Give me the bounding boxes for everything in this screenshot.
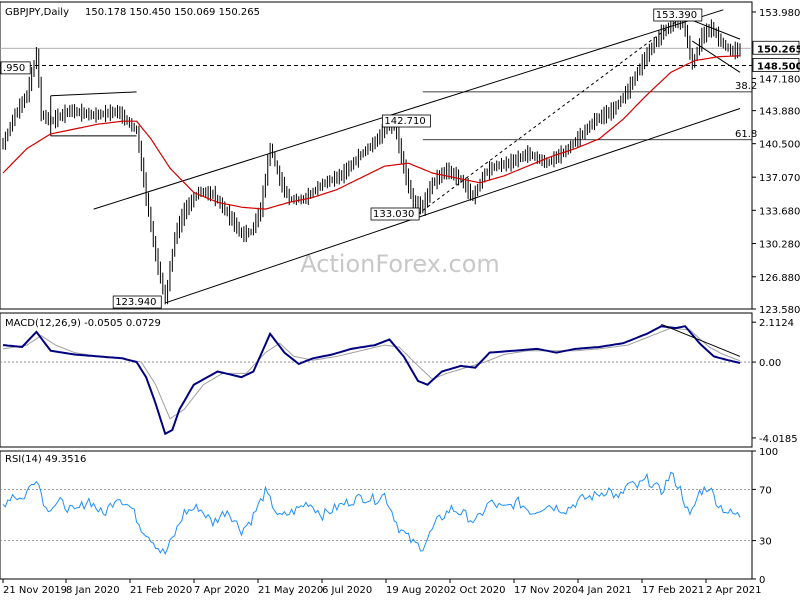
price-ytick-8: 130.280 [759,240,800,251]
current-price-tag [752,40,800,55]
annotation-label-0: .950 [3,63,25,74]
annotation-box-1 [112,295,162,309]
symbol-title: GBPJPY,Daily [5,7,69,18]
rsi-ytick-0: 100 [759,447,778,458]
price-ytick-4: 143.880 [759,107,800,118]
annotation-label-2: 142.710 [384,116,425,127]
fib-label-1: 61.8 [735,129,757,140]
xtick-label-9: 4 Jan 2021 [578,585,632,596]
annotation-box-2 [381,114,431,128]
moving-average-line [2,55,741,210]
annotation-label-1: 123.940 [115,297,156,308]
macd-panel [0,312,753,448]
price-ytick-1: 150.265 [757,44,800,55]
price-ytick-10: 123.580 [759,305,800,316]
annotation-box-4 [653,8,703,22]
annotation-box-0 [0,61,31,75]
rsi-ytick-2: 30 [759,537,772,548]
price-layer: 38.2 61.8 .950 123.940 142.710 133.030 153.390 [0,8,757,309]
macd-ytick-1: 0.00 [759,358,781,369]
xtick-label-3: 7 Apr 2020 [194,585,249,596]
dashed-trendline [417,18,681,215]
channel-upper-line [93,9,724,210]
xtick-label-6: 19 Aug 2020 [386,585,450,596]
macd-line [2,325,741,436]
rsi-layer [0,471,752,555]
level-price-tag [752,58,800,72]
annotation-label-3: 133.030 [373,209,414,220]
price-ytick-7: 133.680 [759,206,800,217]
box-top-line [50,91,137,97]
macd-title: MACD(12,26,9) -0.0505 0.0729 [5,318,161,329]
rsi-ytick-3: 0 [759,575,765,586]
channel-lower-line [165,108,741,304]
xtick-label-11: 2 Apr 2021 [706,585,761,596]
xtick-label-8: 17 Nov 2020 [514,585,578,596]
rsi-panel [0,450,753,580]
price-ytick-2: 148.500 [757,62,800,73]
price-ytick-3: 147.180 [759,74,800,85]
price-ytick-6: 137.070 [759,173,800,184]
xtick-label-4: 21 May 2020 [258,585,323,596]
rsi-line [2,471,741,555]
ohlc-values: 150.178 150.450 150.069 150.265 [85,7,260,18]
xtick-label-7: 2 Oct 2020 [450,585,505,596]
fib-label-0: 38.2 [735,81,757,92]
price-ytick-0: 153.980 [759,8,800,19]
annotation-label-4: 153.390 [656,10,697,21]
macd-ytick-2: -4.0185 [759,434,798,445]
rsi-title: RSI(14) 49.3516 [5,454,86,465]
macd-ytick-0: 2.1124 [759,318,794,329]
macd-trendline [661,323,741,357]
xtick-label-0: 21 Nov 2019 [3,585,67,596]
macd-layer [0,323,752,436]
price-ytick-9: 126.880 [759,273,800,284]
xtick-label-10: 17 Feb 2021 [642,585,704,596]
watermark: ActionForex.com [300,250,500,278]
price-ytick-5: 140.500 [759,140,800,151]
xtick-label-1: 8 Jan 2020 [66,585,120,596]
annotation-box-3 [370,207,420,221]
price-panel [0,1,753,310]
xtick-label-5: 6 Jul 2020 [322,585,372,596]
rsi-ytick-1: 70 [759,485,772,496]
xtick-label-2: 21 Feb 2020 [130,585,192,596]
